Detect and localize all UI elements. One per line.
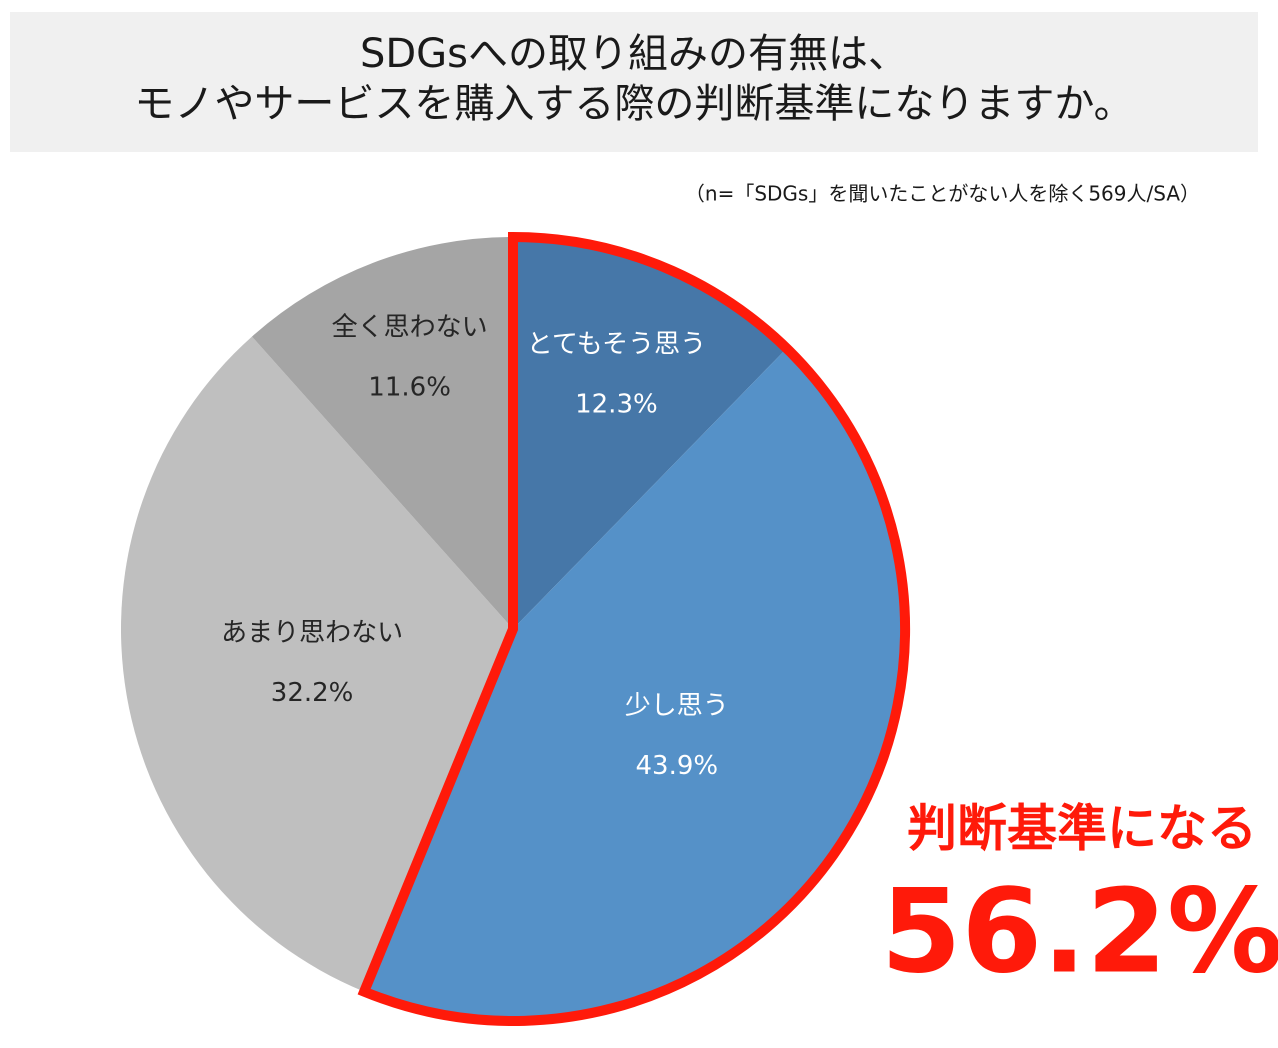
pie-slice (120, 336, 513, 992)
title-box (10, 12, 1258, 152)
highlight-outline (357, 231, 910, 1026)
chart-subtitle: （n=「SDGs」を聞いたことがない人を除く569人/SA） (685, 182, 1200, 206)
pie-slice (251, 237, 514, 629)
slice-label: 少し思う (625, 691, 729, 721)
annotation: 判断基準になる (907, 800, 1257, 858)
pie-slice (364, 348, 905, 1021)
slice-value: 32.2% (271, 678, 354, 708)
pie-slice (513, 237, 787, 629)
slice-value: 11.6% (368, 372, 451, 402)
slice-label: あまり思わない (221, 618, 403, 648)
slice-value: 12.3% (575, 389, 658, 419)
slice-label: 全く思わない (332, 312, 488, 342)
chart-title: SDGsへの取り組みの有無は、 (360, 31, 908, 77)
slice-label: とてもそう思う (527, 329, 706, 359)
pie: とてもそう思う 12.3% 少し思う 43.9% あまり思わない 32.2% 全く思わない 1… (120, 231, 910, 1026)
slice-value: 43.9% (636, 751, 719, 781)
annotation: 56.2% (881, 865, 1278, 1000)
chart-title: モノやサービスを購入する際の判断基準になりますか。 (134, 81, 1133, 127)
